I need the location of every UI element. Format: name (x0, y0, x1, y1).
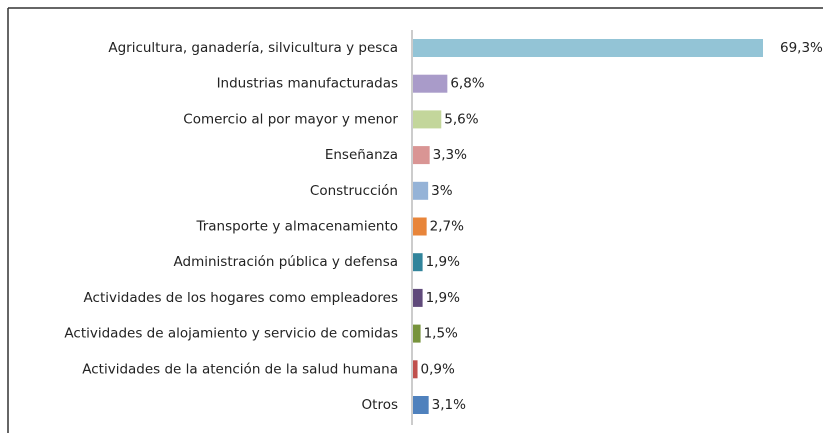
value-label: 3,3% (433, 147, 467, 163)
category-label: Comercio al por mayor y menor (183, 111, 398, 127)
category-label: Industrias manufacturadas (217, 76, 398, 92)
category-label: Transporte y almacenamiento (195, 219, 398, 235)
value-label: 1,5% (424, 326, 458, 342)
value-label: 6,8% (450, 76, 484, 92)
value-label: 2,7% (430, 219, 464, 235)
bar (413, 181, 429, 200)
value-label: 3% (431, 183, 453, 199)
value-label: 1,9% (426, 290, 460, 306)
bar (413, 39, 763, 57)
bar (413, 253, 423, 272)
bar (413, 360, 418, 379)
bar (413, 396, 429, 414)
category-label: Actividades de alojamiento y servicio de… (64, 326, 398, 342)
category-label: Enseñanza (325, 147, 398, 163)
bar (413, 74, 448, 93)
bar (413, 324, 421, 343)
category-label: Administración pública y defensa (174, 254, 398, 270)
bar (413, 110, 442, 129)
bar (413, 146, 430, 165)
category-label: Otros (362, 397, 398, 413)
category-label: Actividades de la atención de la salud h… (82, 361, 398, 377)
category-label: Agricultura, ganadería, silvicultura y p… (108, 40, 398, 56)
value-label: 3,1% (432, 397, 466, 413)
bar (413, 217, 427, 236)
value-label: 0,9% (421, 361, 455, 377)
value-label: 1,9% (426, 254, 460, 270)
value-label: 5,6% (444, 111, 478, 127)
category-label: Actividades de los hogares como empleado… (84, 290, 398, 306)
value-label: 69,3% (780, 40, 823, 56)
category-label: Construcción (310, 183, 398, 199)
bar (413, 288, 423, 307)
